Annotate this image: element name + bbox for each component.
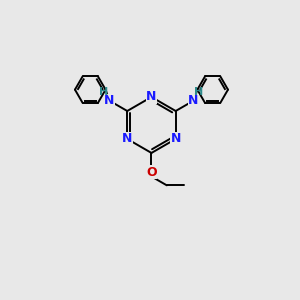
Text: N: N xyxy=(170,133,181,146)
Text: H: H xyxy=(194,87,203,97)
Text: N: N xyxy=(188,94,199,107)
Text: O: O xyxy=(146,166,157,178)
Text: N: N xyxy=(122,133,132,146)
Text: N: N xyxy=(104,94,115,107)
Text: N: N xyxy=(146,91,157,103)
Text: H: H xyxy=(100,87,109,97)
